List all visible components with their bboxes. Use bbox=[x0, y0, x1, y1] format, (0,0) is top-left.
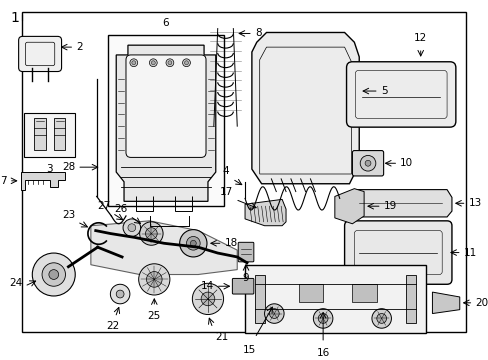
Text: 17: 17 bbox=[220, 188, 233, 197]
Circle shape bbox=[269, 309, 279, 319]
Text: 13: 13 bbox=[468, 198, 481, 208]
Polygon shape bbox=[116, 45, 215, 201]
FancyBboxPatch shape bbox=[232, 278, 253, 294]
Text: 2: 2 bbox=[76, 42, 82, 52]
Text: 11: 11 bbox=[463, 248, 476, 257]
Circle shape bbox=[149, 59, 157, 67]
Polygon shape bbox=[91, 221, 237, 275]
Text: 18: 18 bbox=[224, 238, 237, 248]
Text: 22: 22 bbox=[106, 321, 120, 331]
Text: 23: 23 bbox=[62, 210, 75, 220]
Polygon shape bbox=[251, 32, 359, 184]
Text: 12: 12 bbox=[413, 33, 427, 43]
FancyBboxPatch shape bbox=[346, 62, 455, 127]
Circle shape bbox=[139, 264, 169, 295]
Text: 6: 6 bbox=[163, 18, 169, 28]
Circle shape bbox=[49, 270, 59, 279]
Polygon shape bbox=[244, 199, 285, 226]
Circle shape bbox=[42, 263, 65, 286]
FancyBboxPatch shape bbox=[238, 242, 253, 262]
Circle shape bbox=[167, 61, 171, 65]
Polygon shape bbox=[354, 190, 451, 217]
Circle shape bbox=[132, 61, 136, 65]
Text: 3: 3 bbox=[46, 164, 53, 174]
Bar bbox=[405, 275, 415, 323]
Text: 14: 14 bbox=[200, 281, 213, 291]
Circle shape bbox=[184, 61, 188, 65]
Text: 21: 21 bbox=[214, 332, 227, 342]
Polygon shape bbox=[431, 292, 459, 314]
Polygon shape bbox=[334, 189, 364, 224]
Text: 15: 15 bbox=[243, 345, 256, 355]
Circle shape bbox=[116, 290, 124, 298]
Text: 9: 9 bbox=[242, 273, 249, 283]
FancyBboxPatch shape bbox=[352, 150, 383, 176]
Text: 1: 1 bbox=[11, 11, 20, 25]
Bar bbox=[298, 284, 323, 302]
Bar bbox=[254, 275, 264, 323]
Bar bbox=[244, 265, 425, 333]
Circle shape bbox=[165, 59, 173, 67]
Circle shape bbox=[190, 240, 196, 246]
Circle shape bbox=[179, 230, 206, 257]
Text: 25: 25 bbox=[147, 311, 161, 321]
Circle shape bbox=[182, 59, 190, 67]
Circle shape bbox=[318, 314, 327, 323]
FancyBboxPatch shape bbox=[19, 36, 61, 72]
Circle shape bbox=[123, 219, 141, 237]
Circle shape bbox=[110, 284, 130, 304]
Circle shape bbox=[130, 59, 138, 67]
Circle shape bbox=[145, 228, 157, 239]
Text: 10: 10 bbox=[399, 158, 412, 168]
Circle shape bbox=[32, 253, 75, 296]
Text: 16: 16 bbox=[316, 348, 329, 358]
Text: 7: 7 bbox=[0, 176, 7, 186]
Circle shape bbox=[128, 224, 136, 231]
FancyBboxPatch shape bbox=[344, 221, 451, 284]
FancyBboxPatch shape bbox=[126, 55, 205, 157]
Text: 4: 4 bbox=[223, 166, 229, 176]
Circle shape bbox=[360, 156, 375, 171]
Circle shape bbox=[371, 309, 390, 328]
Text: 5: 5 bbox=[380, 86, 386, 96]
Bar bbox=[24, 113, 75, 157]
Circle shape bbox=[192, 283, 223, 315]
Circle shape bbox=[146, 271, 162, 287]
Circle shape bbox=[313, 309, 332, 328]
Circle shape bbox=[365, 160, 370, 166]
Circle shape bbox=[201, 292, 214, 306]
Bar bbox=[54, 118, 65, 150]
Circle shape bbox=[376, 314, 386, 323]
Bar bbox=[108, 35, 223, 206]
Text: 28: 28 bbox=[62, 162, 75, 172]
Circle shape bbox=[140, 222, 163, 245]
Text: 27: 27 bbox=[97, 201, 110, 211]
Circle shape bbox=[151, 61, 155, 65]
Circle shape bbox=[186, 237, 200, 250]
Text: 8: 8 bbox=[254, 28, 261, 39]
Polygon shape bbox=[20, 172, 64, 190]
Circle shape bbox=[264, 304, 284, 323]
Text: 26: 26 bbox=[115, 204, 128, 214]
Text: 20: 20 bbox=[474, 298, 488, 308]
Bar bbox=[34, 118, 46, 150]
Text: 24: 24 bbox=[9, 278, 22, 288]
Bar bbox=[352, 284, 376, 302]
Text: 19: 19 bbox=[383, 201, 396, 211]
